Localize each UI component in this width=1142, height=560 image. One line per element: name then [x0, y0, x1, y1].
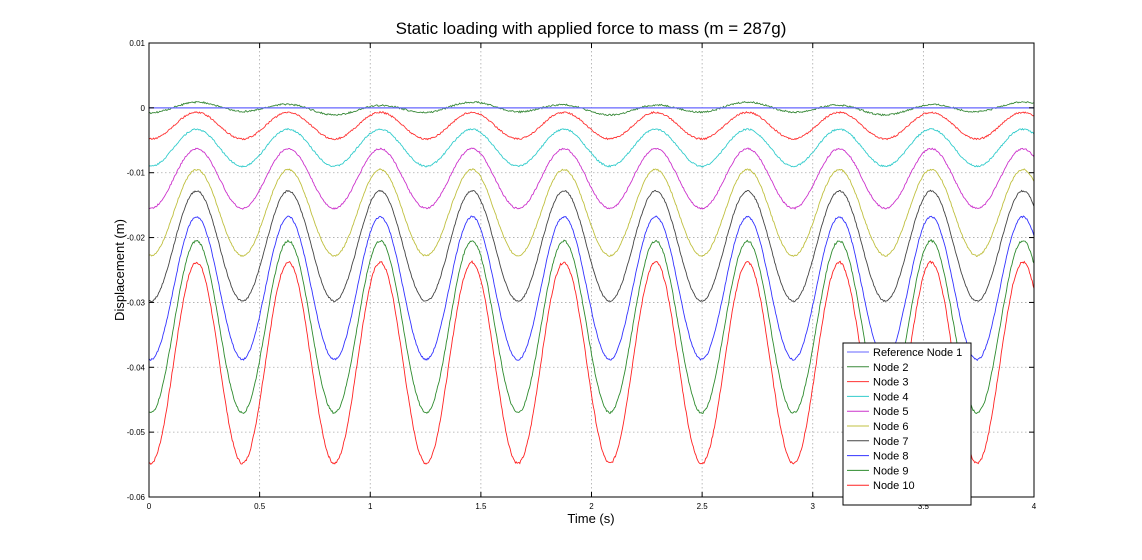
series-line-6	[148, 168, 1035, 258]
legend-label: Node 9	[873, 465, 908, 477]
legend-label: Node 3	[873, 377, 908, 389]
series-line-3	[148, 110, 1035, 141]
legend-label: Node 5	[873, 406, 908, 418]
x-tick-label: 1	[368, 502, 373, 511]
legend-label: Node 4	[873, 391, 908, 403]
legend-label: Node 6	[873, 421, 908, 433]
y-tick-label: 0	[141, 104, 146, 113]
series-line-2	[148, 100, 1035, 117]
legend-box	[842, 342, 972, 506]
x-tick-label: 1.5	[475, 502, 487, 511]
series-line-7	[148, 189, 1035, 303]
y-tick-label: -0.05	[127, 428, 146, 437]
y-tick-label: -0.01	[127, 169, 146, 178]
series-line-5	[148, 147, 1035, 210]
y-tick-label: -0.06	[127, 493, 146, 502]
x-tick-label: 4	[1032, 502, 1037, 511]
legend: Reference Node 1 Node 2 Node 3 Node 4 Node 5…	[842, 342, 972, 506]
legend-label: Reference Node 1	[873, 347, 962, 359]
x-axis-label: Time (s)	[567, 511, 614, 526]
x-axis-ticks: 0 0.5 1 1.5 2 2.5 3 3.5 4	[147, 43, 1037, 511]
series-line-4	[148, 127, 1035, 168]
y-tick-label: 0.01	[129, 39, 145, 48]
y-tick-label: -0.03	[127, 298, 146, 307]
legend-label: Node 7	[873, 436, 908, 448]
y-axis-label: Displacement (m)	[112, 219, 127, 321]
legend-label: Node 8	[873, 451, 908, 463]
x-tick-label: 0.5	[254, 502, 266, 511]
x-tick-label: 0	[147, 502, 152, 511]
legend-label: Node 2	[873, 362, 908, 374]
chart-title: Static loading with applied force to mas…	[396, 19, 787, 38]
series-lines	[148, 100, 1035, 466]
y-axis-ticks: 0.01 0 -0.01 -0.02 -0.03 -0.04 -0.05 -0.06	[127, 39, 1034, 502]
legend-label: Node 10	[873, 480, 915, 492]
x-tick-label: 3.5	[918, 502, 930, 511]
x-tick-label: 2.5	[697, 502, 709, 511]
y-tick-label: -0.02	[127, 234, 146, 243]
y-tick-label: -0.04	[127, 363, 146, 372]
x-tick-label: 2	[589, 502, 594, 511]
x-tick-label: 3	[811, 502, 816, 511]
